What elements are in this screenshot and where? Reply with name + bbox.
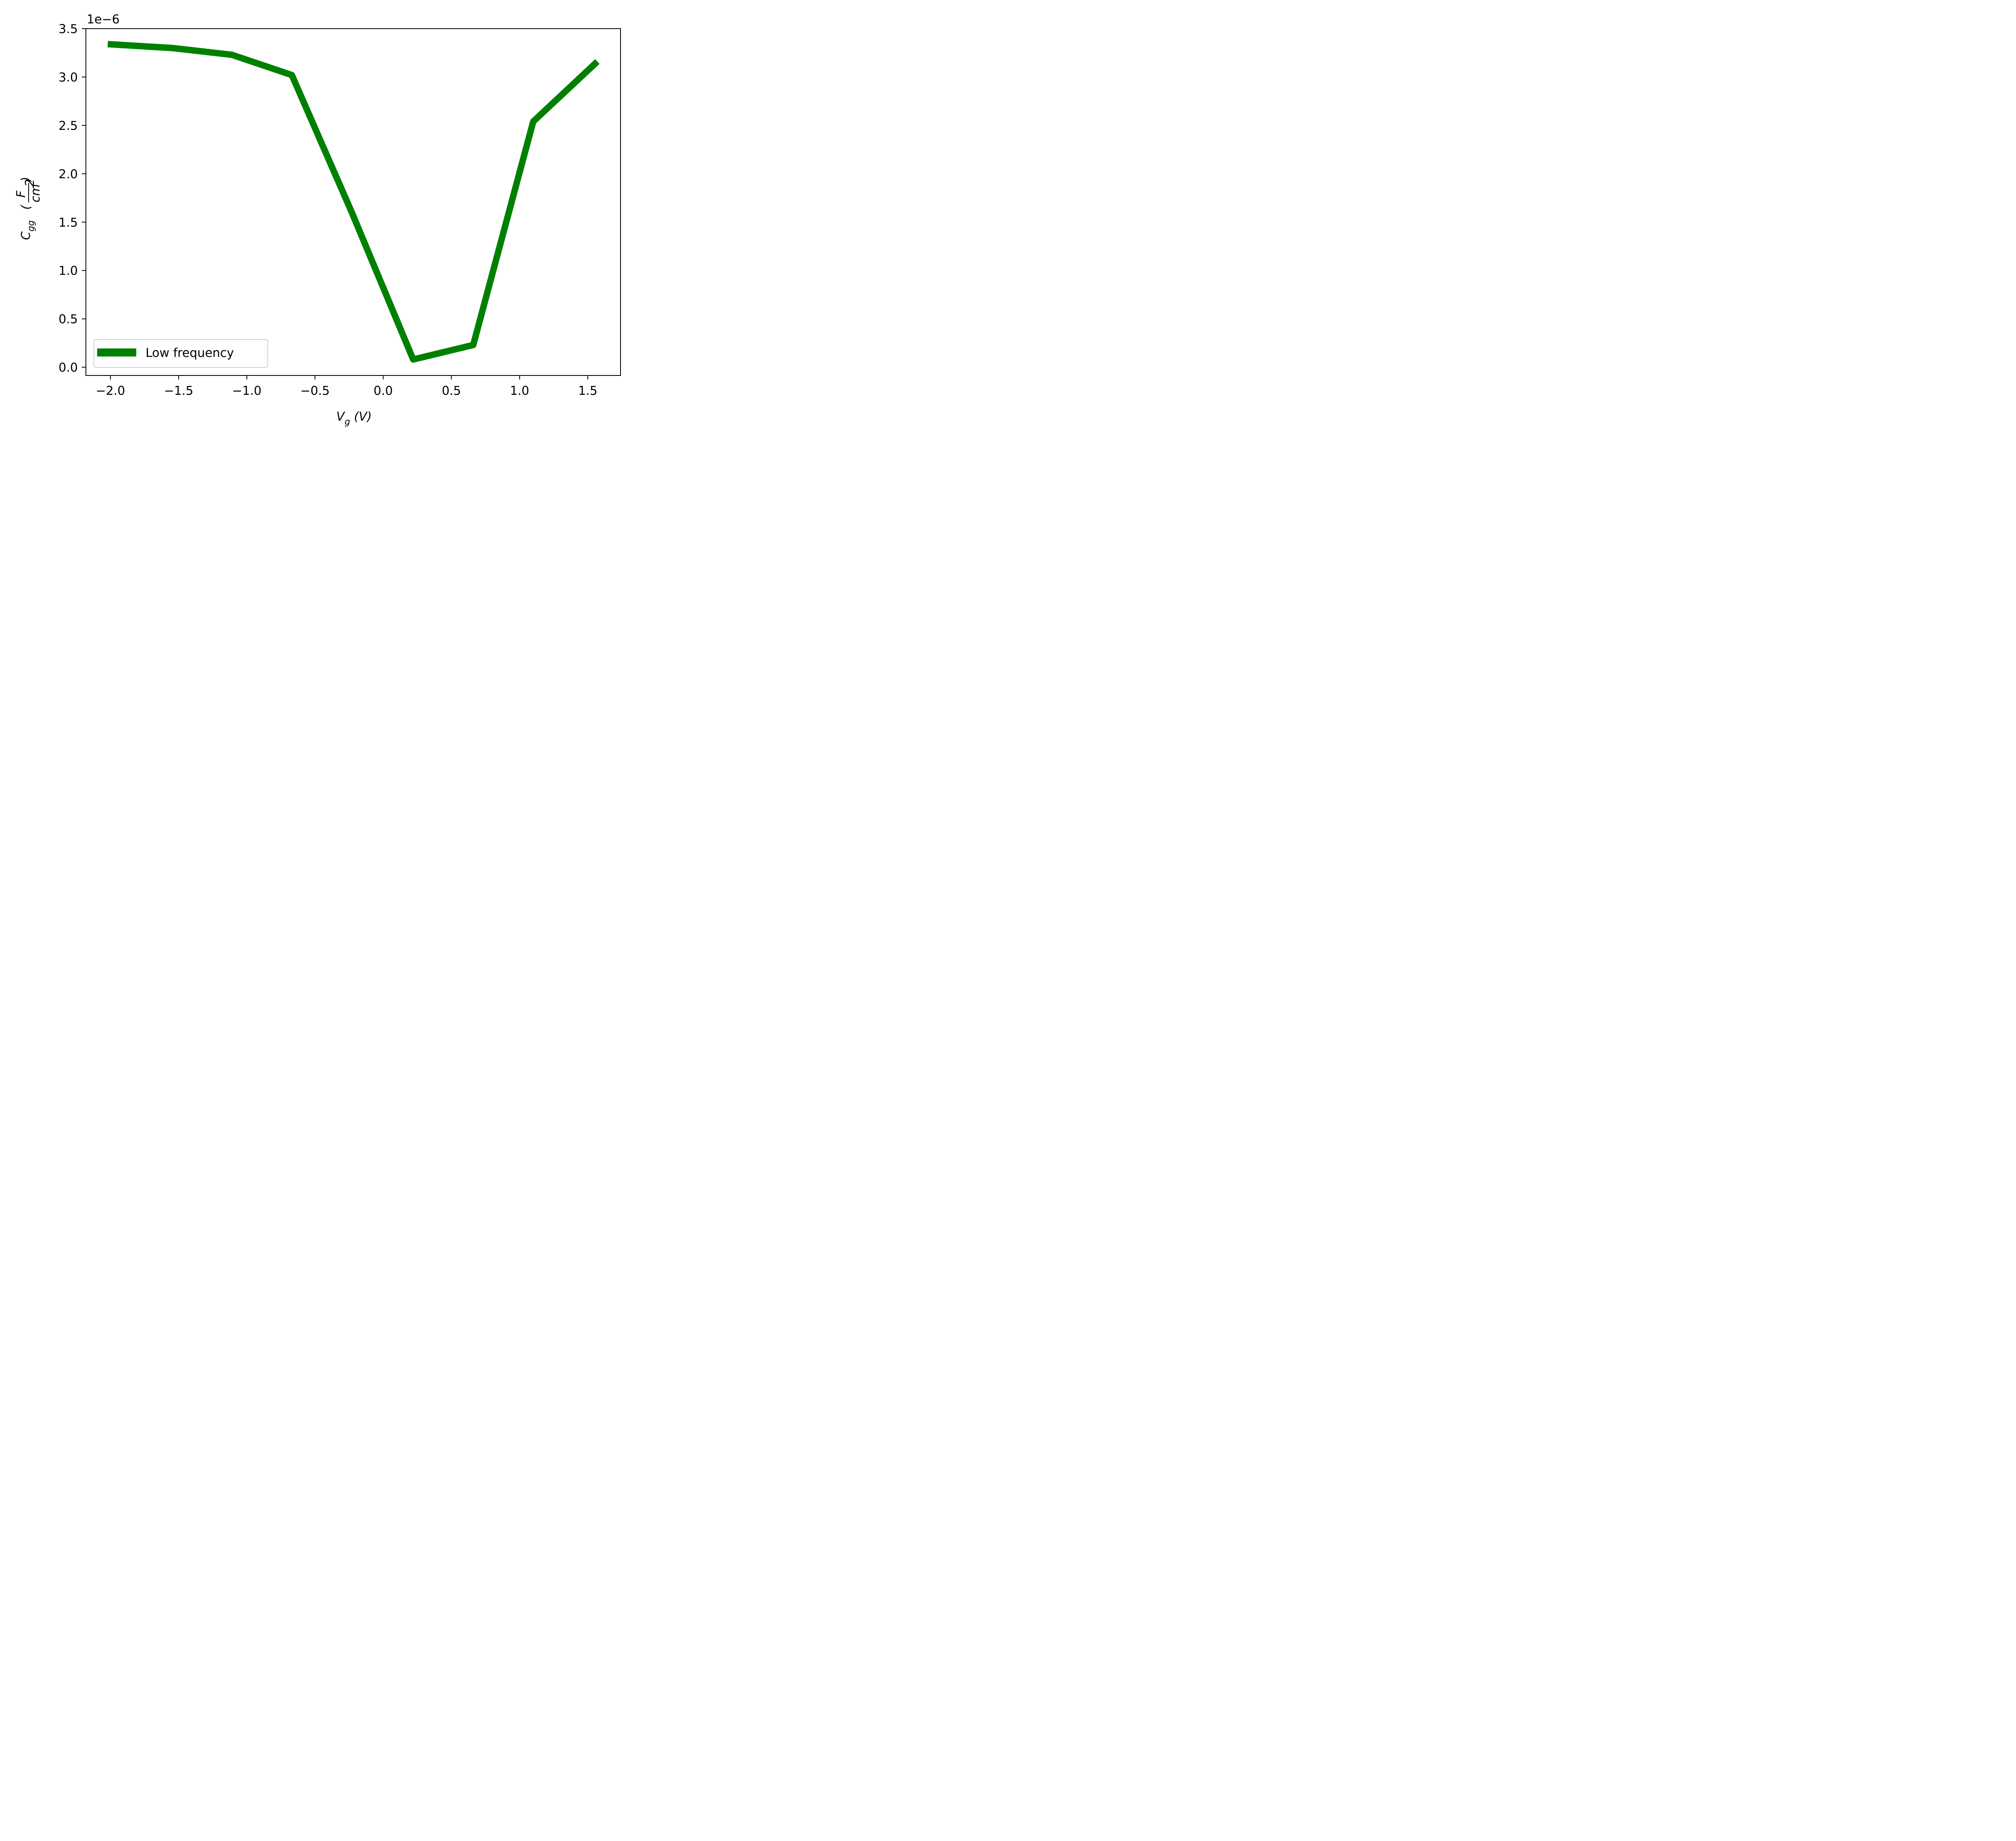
svg-text:Cgg: Cgg (19, 220, 36, 240)
y-tick-label: 1.5 (58, 216, 78, 230)
x-tick-label: −1.0 (232, 384, 262, 398)
legend-box (94, 339, 268, 368)
y-offset-label: 1e−6 (87, 13, 120, 27)
y-tick-label: 0.5 (58, 313, 78, 327)
x-tick-label: −1.5 (164, 384, 194, 398)
y-tick-label: 0.0 (58, 361, 78, 375)
plot-frame (85, 28, 621, 376)
x-axis-ticks: −2.0 −1.5 −1.0 −0.5 0.0 0.5 1.0 1.5 (96, 375, 598, 398)
y-tick-label: 3.0 (58, 71, 78, 85)
y-tick-label: 2.5 (58, 119, 78, 133)
svg-text:2: 2 (23, 179, 37, 187)
svg-text:cm: cm (29, 184, 43, 202)
legend-label: Low frequency (146, 346, 234, 360)
x-tick-label: 1.5 (578, 384, 598, 398)
x-tick-label: −0.5 (300, 384, 330, 398)
y-axis-label: Cgg ( F cm 2 ) (14, 177, 43, 240)
x-axis-label: Vg (V) (336, 410, 372, 427)
legend: Low frequency (94, 339, 268, 368)
y-tick-label: 3.5 (58, 22, 78, 36)
x-tick-label: 1.0 (510, 384, 529, 398)
series-line (107, 41, 600, 363)
svg-text:): ) (19, 177, 33, 182)
y-tick-label: 2.0 (58, 167, 78, 181)
svg-text:F: F (14, 190, 28, 198)
x-tick-label: 0.5 (442, 384, 461, 398)
y-axis-ticks: 0.0 0.5 1.0 1.5 2.0 2.5 3.0 3.5 (58, 22, 86, 375)
svg-text:(: ( (19, 204, 33, 210)
y-tick-label: 1.0 (58, 264, 78, 278)
x-tick-label: −2.0 (96, 384, 125, 398)
plot-area (86, 29, 621, 375)
series-layer (107, 41, 600, 363)
chart: −2.0 −1.5 −1.0 −0.5 0.0 0.5 1.0 1.5 0.0 0.5 1.0 1.… (14, 13, 621, 427)
x-tick-label: 0.0 (374, 384, 393, 398)
